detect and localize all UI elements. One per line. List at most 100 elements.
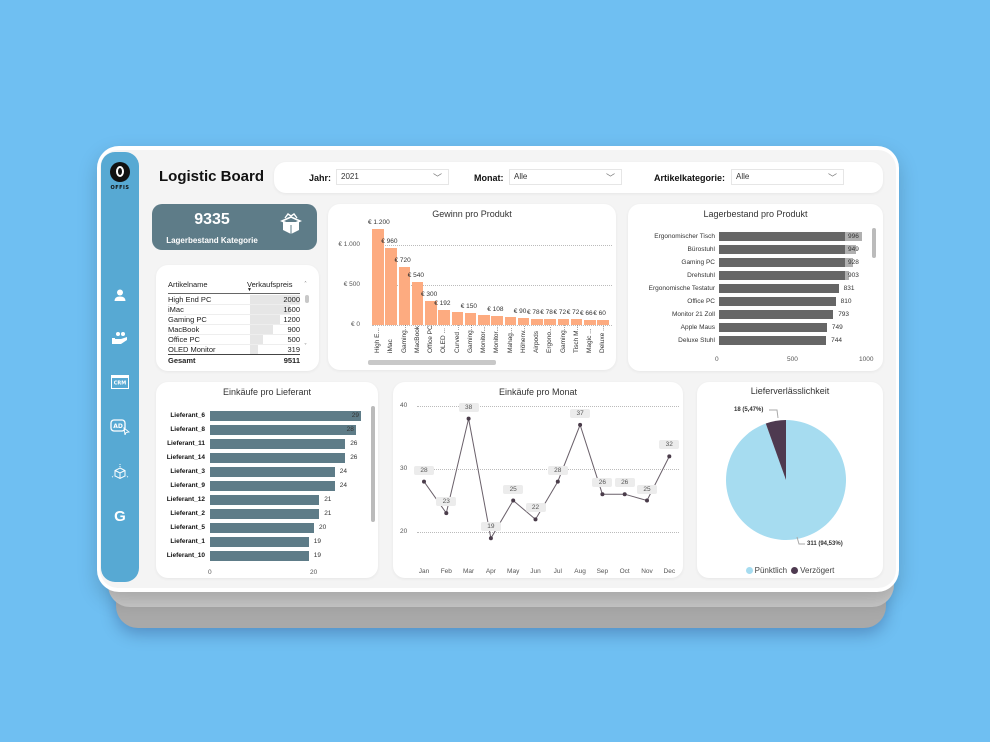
data-label: 26 <box>614 478 635 488</box>
stock-bar[interactable] <box>719 323 827 332</box>
stock-bar[interactable] <box>719 310 834 319</box>
package-3d-icon[interactable] <box>108 463 132 483</box>
profit-bar[interactable] <box>584 319 596 325</box>
profit-bar[interactable] <box>517 317 530 325</box>
supplier-hand-icon[interactable] <box>108 331 132 351</box>
cell-verkaufspreis: 500 <box>287 335 300 344</box>
data-label: € 1.200 <box>368 219 390 226</box>
stock-bar[interactable] <box>719 336 827 345</box>
stock-bar[interactable] <box>719 245 856 254</box>
profit-bar[interactable] <box>411 281 424 325</box>
x-axis-label: High E... <box>374 328 381 353</box>
profit-bar[interactable] <box>544 318 556 325</box>
table-row[interactable]: Gaming PC 1200 <box>168 315 300 325</box>
data-point[interactable] <box>511 498 516 503</box>
user-icon[interactable] <box>108 288 132 308</box>
data-point[interactable] <box>422 479 426 484</box>
data-point[interactable] <box>533 517 538 522</box>
supplier-bar[interactable] <box>210 439 346 449</box>
scroll-up-icon[interactable]: ˄ <box>304 281 307 288</box>
pie-slice-verzögert[interactable] <box>765 420 786 480</box>
data-label: 25 <box>503 484 524 494</box>
table-row[interactable]: Office PC 500 <box>168 335 300 345</box>
profit-bar[interactable] <box>570 319 583 325</box>
google-icon[interactable]: G <box>114 508 126 525</box>
table-row[interactable]: High End PC 2000 <box>168 295 300 305</box>
y-axis-label: Lieferant_9 <box>170 482 205 489</box>
legend-item-pünktlich[interactable]: Pünktlich <box>745 566 787 575</box>
chevron-down-icon: ﹀ <box>605 173 615 183</box>
stock-bar[interactable] <box>719 284 839 293</box>
supplier-bar[interactable] <box>210 551 309 561</box>
profit-bar[interactable] <box>451 312 463 325</box>
year-filter-value: 2021 <box>341 172 359 181</box>
x-axis-label: Office PC <box>427 325 434 353</box>
y-axis-label: Gaming PC <box>681 259 715 266</box>
column-header-artikelname[interactable]: Artikelname <box>168 280 208 289</box>
legend-item-verzögert[interactable]: Verzögert <box>791 566 834 575</box>
column-header-verkaufspreis[interactable]: Verkaufspreis <box>247 280 293 289</box>
y-axis-label: Lieferant_10 <box>166 552 205 559</box>
data-point[interactable] <box>600 492 605 497</box>
data-point[interactable] <box>645 498 649 503</box>
month-filter-select[interactable]: Alle ﹀ <box>509 169 622 185</box>
supplier-bar[interactable] <box>210 411 361 421</box>
data-label: 26 <box>350 440 358 447</box>
x-axis-label: May <box>507 568 520 575</box>
stock-bar[interactable] <box>719 271 850 280</box>
supplier-bar[interactable] <box>210 523 314 533</box>
data-point[interactable] <box>444 511 449 516</box>
chart-vertical-scrollbar[interactable] <box>872 228 876 258</box>
chart-horizontal-scrollbar[interactable] <box>368 360 496 365</box>
profit-bar[interactable] <box>438 309 450 325</box>
table-row[interactable]: MacBook 900 <box>168 325 300 335</box>
supplier-bar[interactable] <box>210 481 335 491</box>
supplier-bar[interactable] <box>210 509 320 519</box>
supplier-bar[interactable] <box>210 425 356 435</box>
plot-area: Ergonomischer Tisch 996 Bürostuhl 949 Gaming… <box>628 204 883 371</box>
plot-area: Lieferant_6 29 Lieferant_8 28 Lieferant_11 26… <box>156 382 378 578</box>
ad-icon[interactable]: AD <box>108 419 132 439</box>
data-point[interactable] <box>488 536 493 541</box>
stock-bar[interactable] <box>719 258 853 267</box>
table-row[interactable]: iMac 1600 <box>168 305 300 315</box>
table-scrollbar[interactable] <box>305 295 309 303</box>
profit-bar[interactable] <box>478 314 490 325</box>
supplier-bar[interactable] <box>210 467 335 477</box>
chart-vertical-scrollbar[interactable] <box>371 406 375 522</box>
data-point[interactable] <box>622 492 627 497</box>
data-point[interactable] <box>578 422 583 427</box>
y-axis-label: Apple Maus <box>680 324 715 331</box>
data-label: 26 <box>350 454 358 461</box>
scroll-down-icon[interactable]: ˅ <box>304 343 307 350</box>
data-point[interactable] <box>667 454 672 459</box>
stock-bar[interactable] <box>719 297 836 306</box>
supplier-bar[interactable] <box>210 537 309 547</box>
supplier-bar[interactable] <box>210 453 346 463</box>
profit-bar[interactable] <box>398 267 410 325</box>
profit-bar[interactable] <box>531 318 543 325</box>
x-axis-label: Tisch M... <box>572 325 580 353</box>
stock-bar[interactable] <box>719 232 863 241</box>
profit-bar[interactable] <box>464 313 477 325</box>
profit-bar[interactable] <box>372 229 384 325</box>
profit-bar[interactable] <box>425 301 437 325</box>
header-divider <box>168 293 300 294</box>
data-label: € 90 <box>513 307 527 315</box>
data-point[interactable] <box>555 479 560 484</box>
data-point[interactable] <box>466 416 471 421</box>
stock-bar-overlay <box>845 258 853 267</box>
profit-bar[interactable] <box>597 320 609 325</box>
supplier-bar[interactable] <box>210 495 320 505</box>
profit-bar[interactable] <box>385 248 397 325</box>
crm-icon[interactable]: CRM <box>108 375 132 395</box>
data-label: 21 <box>324 510 332 517</box>
category-filter-select[interactable]: Alle ﹀ <box>731 169 844 185</box>
data-label: 23 <box>436 497 457 507</box>
category-filter-value: Alle <box>736 172 750 181</box>
year-filter-select[interactable]: 2021 ﹀ <box>336 169 449 185</box>
profit-bar[interactable] <box>491 316 503 325</box>
sort-desc-icon: ▼ <box>247 287 252 293</box>
profit-bar[interactable] <box>557 319 569 325</box>
profit-bar[interactable] <box>504 317 516 325</box>
